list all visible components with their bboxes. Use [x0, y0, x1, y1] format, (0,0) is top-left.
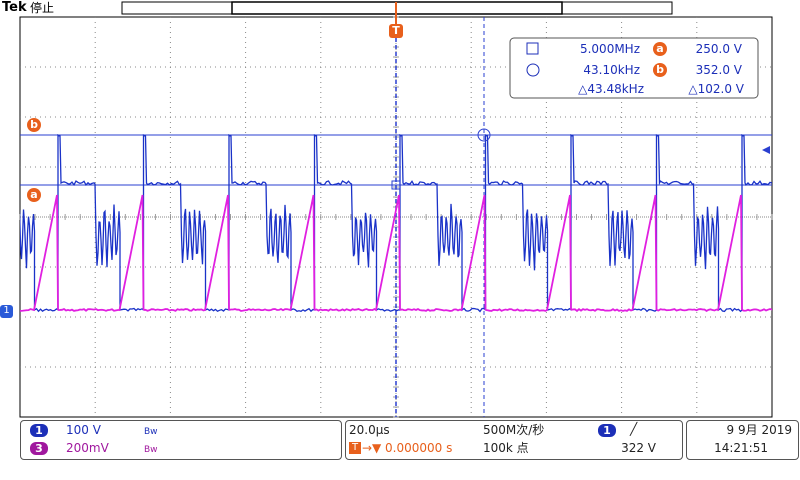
trigger-level: 322 V	[621, 441, 656, 455]
offset-arrow	[762, 146, 770, 154]
trigger-marker	[389, 24, 403, 38]
ch3-bandwidth: Bw	[144, 445, 158, 455]
sample-rate: 500M次/秒	[483, 423, 545, 437]
freq-a: 5.000MHz	[579, 42, 640, 56]
trigger-label: T	[392, 24, 400, 37]
cursor-a-marker: a	[27, 188, 41, 202]
readout-b: b	[653, 63, 667, 77]
cursor-square	[391, 180, 401, 190]
value-b: 352.0 V	[695, 63, 742, 77]
channel-1-trace	[20, 133, 772, 313]
trigger-arrow: →▼	[362, 441, 382, 455]
ground-marker	[0, 305, 13, 318]
status: 停止	[30, 1, 55, 15]
ground-label: 1	[3, 305, 10, 316]
ch3-chip[interactable]: 3	[30, 442, 48, 455]
value-a: 250.0 V	[695, 42, 742, 56]
ch3-scale: 200mV	[66, 441, 109, 455]
readout-a: a	[653, 42, 667, 56]
trigger-icon: T	[349, 442, 361, 454]
ch1-scale: 100 V	[66, 423, 101, 437]
square-icon	[526, 42, 539, 55]
circle-icon	[526, 63, 540, 77]
delta-value: △102.0 V	[688, 82, 744, 96]
trigger-source: 1	[598, 424, 616, 437]
trigger-slope: ╱	[630, 422, 638, 436]
time: 14:21:51	[714, 441, 768, 455]
readout-box	[509, 37, 759, 99]
channel-3-trace	[20, 194, 772, 313]
freq-b: 43.10kHz	[583, 63, 640, 77]
cursor-b-marker: b	[27, 118, 41, 132]
record-length: 100k 点	[483, 441, 529, 455]
cursor-circle	[477, 128, 491, 142]
clock-panel	[686, 420, 799, 460]
date: 9 9月 2019	[726, 423, 792, 437]
timebase: 20.0µs	[349, 423, 390, 437]
brand: Tek	[2, 0, 27, 15]
channel-panel	[20, 420, 342, 460]
ch1-bandwidth: Bw	[144, 427, 158, 437]
delta-freq: △43.48kHz	[578, 82, 644, 96]
ch1-chip[interactable]: 1	[30, 424, 48, 437]
acquisition-panel	[345, 420, 683, 460]
trigger-position: 0.000000 s	[385, 441, 453, 455]
